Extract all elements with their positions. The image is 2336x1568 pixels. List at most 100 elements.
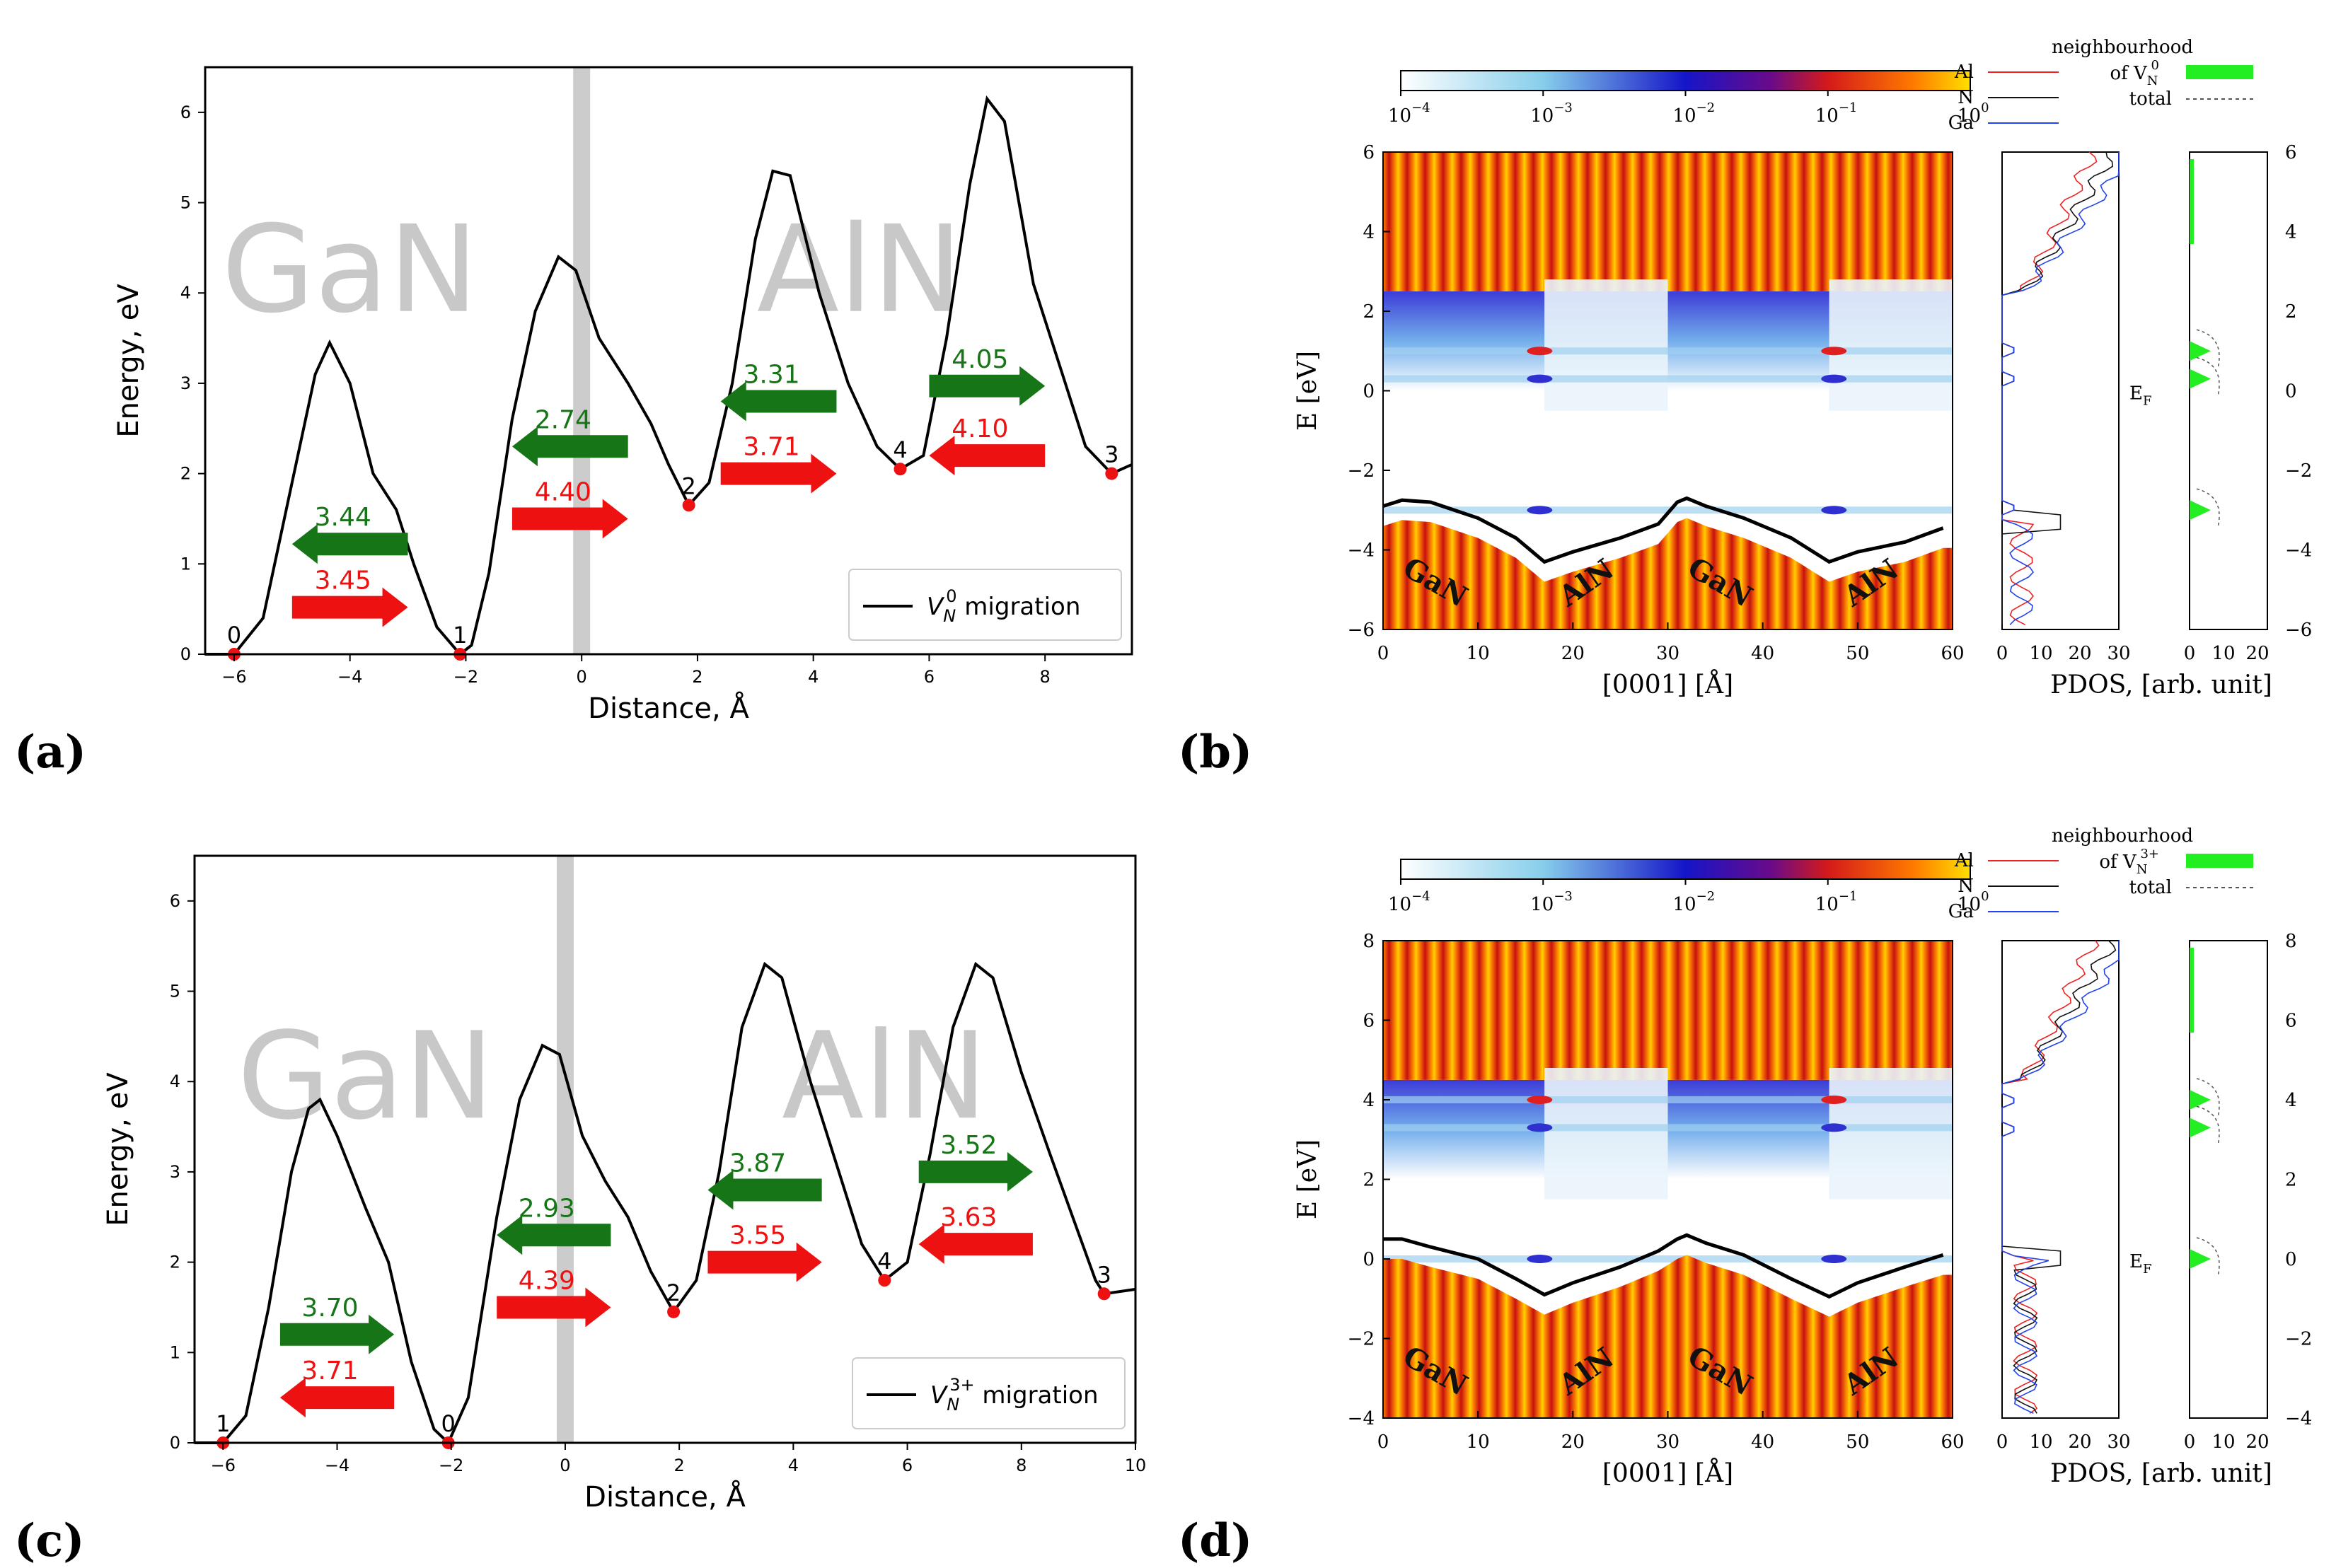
x-tick-label: 50 — [1846, 1431, 1869, 1453]
x-tick-label: 2 — [692, 667, 702, 687]
legend-species-label: Al — [1954, 62, 1974, 83]
valence-band — [1383, 518, 1953, 629]
defect-level-band — [1383, 506, 1953, 514]
defect-level-spot — [1527, 1255, 1553, 1263]
arrow-value: 3.71 — [301, 1357, 358, 1386]
x-tick-label: 0 — [577, 667, 587, 687]
pdos-neigh-top — [2190, 948, 2194, 1033]
arrow-value: 4.39 — [519, 1266, 575, 1295]
x-tick-label: 0 — [1377, 1431, 1389, 1453]
y-tick-label: 1 — [180, 554, 191, 574]
conduction-band — [1383, 941, 1953, 1080]
y-tick-label: −2 — [1348, 1329, 1375, 1350]
arrow-red-1 — [279, 1378, 395, 1418]
y-tick-label: 0 — [1363, 381, 1375, 402]
colorbar-tick-label: 10−3 — [1530, 100, 1573, 127]
x-tick-label: 40 — [1751, 1431, 1774, 1453]
x-axis-label: [0001] [Å] — [1602, 1458, 1733, 1488]
x-tick-label: 8 — [1040, 667, 1051, 687]
region-label-aln: AlN — [782, 1006, 988, 1146]
defect-level-spot — [1821, 1096, 1847, 1104]
arrow-red-7 — [918, 1224, 1033, 1265]
energy-curve — [195, 961, 1136, 1446]
x-tick-label: 4 — [808, 667, 819, 687]
arrow-red-7 — [929, 436, 1046, 476]
x-axis-label: [0001] [Å] — [1602, 670, 1733, 699]
pdos-total-curve — [2196, 1105, 2220, 1146]
x-tick-label: −6 — [221, 667, 246, 687]
arrow-value: 3.45 — [315, 567, 371, 596]
pdos-neigh-peak — [2190, 341, 2211, 361]
site-label: 3 — [1097, 1261, 1111, 1288]
arrow-value: 4.10 — [952, 414, 1008, 443]
site-label: 0 — [441, 1410, 456, 1437]
pdos-panel — [2001, 940, 2120, 1419]
arrow-value: 3.44 — [315, 503, 371, 532]
y-tick-label: 6 — [1363, 1011, 1375, 1032]
right-tick-label: 4 — [2285, 1090, 2297, 1111]
x-tick-label: 2 — [674, 1456, 685, 1475]
panel-label-d: (d) — [1178, 1514, 1252, 1567]
x-tick-label: −6 — [211, 1456, 236, 1475]
pdos-total-curve — [2196, 1237, 2220, 1277]
arrow-value: 4.40 — [535, 477, 591, 506]
defect-level-spot — [1527, 1123, 1553, 1132]
site-label: 0 — [227, 622, 241, 649]
pdos-tick-label: 20 — [2068, 643, 2091, 664]
aln-cb-gap — [1829, 1068, 1953, 1200]
pdos-curve-ga — [2001, 941, 2120, 1415]
legend-species-label: Al — [1954, 850, 1974, 871]
legend-neighbourhood-swatch — [2186, 854, 2253, 868]
x-tick-label: 10 — [1467, 643, 1490, 664]
pdos-tick-label: 20 — [2068, 1431, 2091, 1453]
y-tick-label: −4 — [1348, 1408, 1375, 1429]
aln-cb-gap — [1544, 279, 1668, 411]
colorbar-tick-label: 10−3 — [1530, 889, 1573, 915]
x-tick-label: −2 — [439, 1456, 463, 1475]
interface-bar — [556, 856, 574, 1443]
pdos-total-curve — [2196, 329, 2220, 369]
colorbar — [1400, 70, 1971, 91]
legend-label: VN0 migration — [927, 586, 1080, 626]
x-tick-label: 40 — [1751, 643, 1774, 664]
pdos-neigh-panel — [2189, 940, 2268, 1419]
panel-label-b: (b) — [1178, 726, 1252, 779]
arrow-green-4 — [720, 381, 837, 422]
legend-species-label: Ga — [1948, 112, 1974, 134]
arrow-green-6 — [929, 366, 1046, 406]
pdos-tick-label: 10 — [2029, 643, 2052, 664]
defect-level-spot — [1821, 1255, 1847, 1263]
defect-level-band — [1383, 1124, 1953, 1132]
pdos-total-curve — [2196, 1078, 2220, 1118]
pdos-curve-ga — [2001, 152, 2120, 625]
site-label: 3 — [1104, 441, 1118, 468]
x-tick-label: 0 — [560, 1456, 570, 1475]
pdos-tick-label: 20 — [2245, 643, 2269, 664]
region-label-gan: GaN — [221, 200, 478, 340]
site-label: 2 — [666, 1279, 681, 1306]
x-tick-label: 60 — [1941, 643, 1964, 664]
arrow-value: 3.63 — [940, 1203, 997, 1232]
pdos-tick-label: 0 — [2184, 1431, 2196, 1453]
region-label-aln: AlN — [757, 200, 963, 340]
fermi-level-label: EF — [2129, 1251, 2151, 1277]
y-tick-label: 3 — [170, 1162, 180, 1182]
y-tick-label: 4 — [1363, 1090, 1375, 1111]
legend-neighbourhood-swatch — [2186, 65, 2253, 79]
defect-level-band — [1383, 347, 1953, 355]
pdos-neigh-panel — [2189, 151, 2268, 630]
y-tick-label: 4 — [1363, 222, 1375, 243]
site-point — [667, 1305, 681, 1318]
y-tick-label: 2 — [170, 1253, 180, 1272]
right-tick-label: 0 — [2285, 381, 2297, 402]
y-tick-label: 5 — [180, 193, 191, 213]
pdos-tick-label: 0 — [1996, 1431, 2008, 1453]
right-tick-label: 6 — [2285, 142, 2297, 163]
arrow-value: 3.70 — [301, 1294, 358, 1323]
y-axis-label: E [eV] — [1293, 351, 1322, 431]
right-tick-label: −4 — [2285, 1408, 2312, 1429]
y-tick-label: 0 — [180, 644, 191, 664]
y-tick-label: 6 — [180, 103, 191, 122]
legend-species-label: Ga — [1948, 901, 1974, 922]
